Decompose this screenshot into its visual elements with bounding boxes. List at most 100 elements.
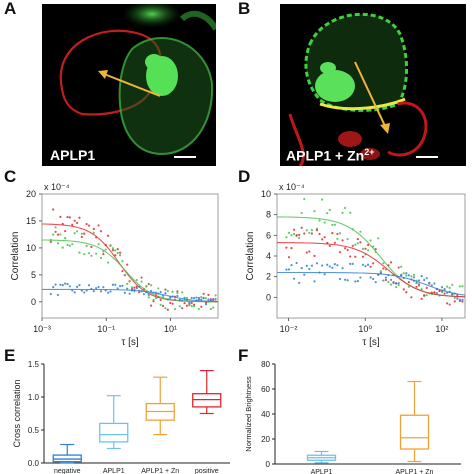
- data-point-green: [292, 232, 296, 236]
- data-point-blue: [420, 274, 423, 278]
- data-point-red: [92, 227, 95, 231]
- data-point-green: [73, 232, 76, 235]
- data-point-green: [359, 230, 362, 233]
- data-point-green: [152, 298, 155, 301]
- data-point-green: [59, 233, 62, 236]
- data-point-blue: [392, 281, 395, 285]
- data-point-green: [446, 285, 449, 288]
- data-point-green: [379, 269, 382, 273]
- data-point-green: [166, 289, 169, 293]
- data-point-green: [377, 237, 380, 240]
- data-point-blue: [295, 261, 298, 265]
- data-point-blue: [78, 284, 81, 287]
- data-point-blue: [315, 262, 319, 265]
- data-point-blue: [303, 273, 306, 276]
- data-point-green: [200, 296, 203, 299]
- y-tick-label: 0: [266, 292, 271, 302]
- data-point-blue: [423, 278, 426, 282]
- data-point-green: [150, 284, 153, 287]
- data-point-red: [420, 297, 423, 300]
- data-point-red: [305, 251, 308, 254]
- data-point-green: [111, 247, 115, 250]
- data-point-red: [80, 235, 83, 239]
- data-point-blue: [164, 292, 167, 295]
- data-point-blue: [412, 276, 416, 279]
- data-point-green: [52, 233, 55, 236]
- box-0: [52, 454, 82, 463]
- data-point-blue: [397, 282, 400, 285]
- data-point-red: [68, 216, 72, 219]
- data-point-red: [372, 262, 375, 265]
- data-point-green: [71, 243, 74, 246]
- data-point-blue: [384, 276, 388, 279]
- data-point-red: [97, 224, 100, 227]
- category-label: APLP1 + Zn: [396, 469, 434, 474]
- x-tick-label: 10⁰: [358, 324, 372, 334]
- data-point-green: [85, 244, 88, 247]
- data-point-blue: [212, 298, 215, 302]
- panel-letter-f: F: [238, 346, 249, 365]
- y-tick-label: 6: [266, 230, 271, 240]
- data-point-blue: [428, 281, 431, 284]
- data-point-blue: [356, 280, 359, 283]
- data-point-red: [425, 286, 428, 289]
- data-point-red: [323, 236, 326, 239]
- data-point-green: [87, 252, 91, 255]
- data-point-red: [448, 303, 451, 306]
- y-tick-label: 20: [26, 189, 36, 199]
- y-tick-label: 15: [26, 216, 36, 226]
- data-point-blue: [456, 297, 459, 300]
- data-point-green: [305, 229, 308, 232]
- data-point-green: [66, 243, 69, 247]
- data-point-red: [453, 300, 456, 303]
- data-point-blue: [169, 296, 172, 299]
- data-point-blue: [52, 286, 55, 289]
- data-point-green: [285, 236, 288, 239]
- data-point-green: [361, 247, 365, 250]
- data-point-blue: [135, 287, 138, 290]
- data-point-blue: [382, 279, 385, 282]
- data-point-red: [49, 240, 52, 244]
- y-axis-label: Cross correlation: [12, 379, 22, 447]
- data-point-blue: [323, 273, 326, 276]
- data-point-green: [78, 251, 81, 254]
- data-point-blue: [75, 285, 79, 288]
- data-point-blue: [147, 293, 150, 297]
- plot-frame: [276, 193, 466, 319]
- data-point-green: [349, 211, 352, 214]
- data-point-blue: [128, 292, 131, 295]
- data-point-blue: [61, 284, 64, 287]
- data-point-red: [387, 264, 390, 267]
- data-point-red: [361, 255, 365, 258]
- data-point-green: [395, 285, 398, 289]
- data-point-blue: [195, 296, 198, 299]
- data-point-green: [298, 236, 301, 240]
- data-point-green: [369, 239, 372, 242]
- micrograph-b: APLP1 + Zn2+: [280, 4, 466, 166]
- data-point-green: [128, 279, 131, 283]
- data-point-red: [150, 304, 153, 307]
- micrograph-b-label-main: APLP1 + Zn: [286, 147, 365, 164]
- data-point-green: [313, 210, 316, 213]
- data-point-red: [331, 232, 334, 235]
- data-point-red: [56, 233, 60, 236]
- data-point-blue: [405, 272, 408, 275]
- data-point-green: [193, 305, 196, 308]
- data-point-blue: [193, 296, 196, 300]
- data-point-blue: [142, 293, 146, 296]
- y-tick-label: 0.0: [28, 459, 40, 468]
- data-point-blue: [400, 273, 403, 276]
- data-point-red: [446, 302, 449, 305]
- data-point-green: [126, 282, 129, 285]
- data-point-blue: [308, 267, 311, 271]
- data-point-green: [190, 304, 193, 308]
- data-point-blue: [166, 298, 169, 301]
- data-point-blue: [313, 280, 316, 283]
- chart-f: 0 20 40 60 80 Normalized Brightness APLP1 APLP1…: [244, 360, 461, 474]
- data-point-red: [295, 234, 298, 237]
- data-point-red: [287, 256, 291, 259]
- exponent-label: x 10⁻⁴: [44, 182, 70, 192]
- panel-letter-d: D: [238, 167, 251, 186]
- data-point-green: [159, 303, 162, 306]
- data-point-red: [207, 293, 210, 296]
